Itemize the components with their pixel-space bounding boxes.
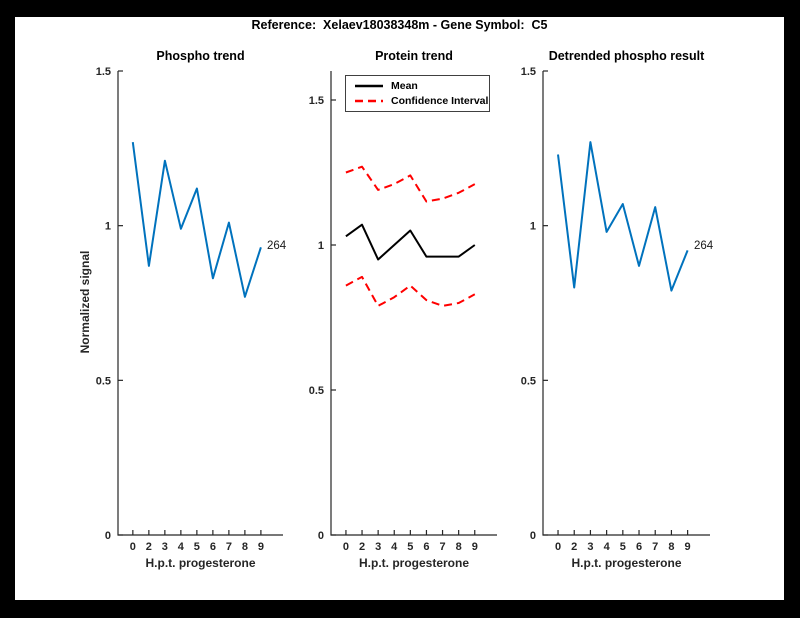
- x-tick-label: 9: [472, 541, 478, 553]
- x-tick-label: 7: [652, 541, 658, 553]
- x-tick-label: 2: [146, 541, 152, 553]
- subplot-protein-trend: 00.511.50 2 3 4 5 6 7 8 9: [309, 71, 497, 553]
- y-axis-label: Normalized signal: [78, 250, 92, 354]
- x-tick-label: 6: [210, 541, 216, 553]
- y-tick-label: 1: [318, 240, 324, 252]
- axis-lines: [117, 71, 283, 536]
- x-tick-label: 2: [359, 541, 365, 553]
- x-tick-label: 2: [571, 541, 577, 553]
- figure-title: Reference: Xelaev18038348m - Gene Symbol…: [251, 18, 548, 32]
- x-tick-label: 9: [685, 541, 691, 553]
- x-tick-label: 3: [375, 541, 381, 553]
- y-tick-label: 1.5: [521, 66, 536, 78]
- y-tick-label: 1: [530, 221, 536, 233]
- confidence-interval-line-swatch-icon: [355, 99, 383, 103]
- x-tick-label: 4: [604, 541, 611, 553]
- x-tick-label: 7: [439, 541, 445, 553]
- y-tick-label: 0.5: [521, 375, 536, 387]
- subplot-phospho-trend: 00.511.50 2 3 4 5 6 7 8 9: [96, 66, 283, 553]
- legend-label-mean: Mean: [391, 80, 418, 92]
- mean-line-swatch-icon: [355, 84, 383, 88]
- series-mean: [345, 223, 476, 261]
- series-confidence-interval-lower: [345, 275, 476, 307]
- figure-canvas: Reference: Xelaev18038348m - Gene Symbol…: [15, 17, 784, 600]
- x-tick-label: 5: [407, 541, 413, 553]
- x-tick-label: 5: [194, 541, 200, 553]
- legend: Mean Confidence Interval: [345, 75, 490, 112]
- x-tick-label: 0: [130, 541, 136, 553]
- x-axis-label-detrended: H.p.t. progesterone: [571, 556, 682, 570]
- y-tick-label: 1.5: [96, 66, 111, 78]
- x-tick-label: 4: [391, 541, 398, 553]
- x-tick-label: 6: [636, 541, 642, 553]
- x-tick-label: 3: [587, 541, 593, 553]
- x-axis-label-phospho: H.p.t. progesterone: [145, 556, 256, 570]
- axis-lines: [330, 71, 497, 536]
- x-tick-label: 0: [555, 541, 561, 553]
- x-tick-label: 9: [258, 541, 264, 553]
- y-tick-label: 0: [530, 530, 536, 542]
- y-tick-label: 0.5: [309, 385, 324, 397]
- x-tick-label: 7: [226, 541, 232, 553]
- y-tick-label: 1: [105, 221, 111, 233]
- series-detrended-phospho-signal: [557, 141, 689, 292]
- axis-lines: [542, 71, 710, 536]
- y-tick-label: 0: [105, 530, 111, 542]
- legend-label-confidence-interval: Confidence Interval: [391, 95, 489, 107]
- x-tick-label: 5: [620, 541, 626, 553]
- series-confidence-interval-upper: [345, 165, 476, 203]
- x-tick-label: 0: [343, 541, 349, 553]
- charts-svg: 00.511.50 2 3 4 5 6 7 8 900.511.50 2 3 4 5 6 7 8 900.511…: [96, 66, 710, 553]
- subplot-title-protein-trend: Protein trend: [375, 49, 453, 63]
- y-tick-label: 0.5: [96, 375, 111, 387]
- subplot-title-phospho-trend: Phospho trend: [156, 49, 245, 63]
- series-phospho-signal: [131, 141, 262, 298]
- end-value-label-detrended: 264: [694, 240, 714, 252]
- end-value-label-phospho: 264: [267, 240, 287, 252]
- subplot-title-detrended-phospho-result: Detrended phospho result: [548, 49, 705, 63]
- legend-item-confidence-interval: Confidence Interval: [354, 95, 489, 107]
- legend-item-mean: Mean: [354, 80, 489, 92]
- x-tick-label: 4: [178, 541, 185, 553]
- x-tick-label: 3: [162, 541, 168, 553]
- subplot-detrended-phospho-result: 00.511.50 2 3 4 5 6 7 8 9: [521, 66, 710, 553]
- y-tick-label: 1.5: [309, 95, 324, 107]
- y-tick-label: 0: [318, 530, 324, 542]
- x-tick-label: 8: [668, 541, 674, 553]
- x-tick-label: 8: [242, 541, 248, 553]
- x-tick-label: 8: [456, 541, 462, 553]
- x-axis-label-protein: H.p.t. progesterone: [358, 556, 469, 570]
- x-tick-label: 6: [423, 541, 429, 553]
